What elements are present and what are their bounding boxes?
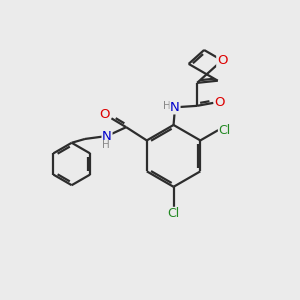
Text: N: N [102,130,112,142]
Text: N: N [170,101,180,114]
Text: H: H [163,101,171,111]
Text: H: H [102,140,110,150]
Text: O: O [217,54,227,67]
Text: Cl: Cl [167,207,180,220]
Text: O: O [100,108,110,121]
Text: O: O [214,96,225,109]
Text: Cl: Cl [218,124,231,136]
